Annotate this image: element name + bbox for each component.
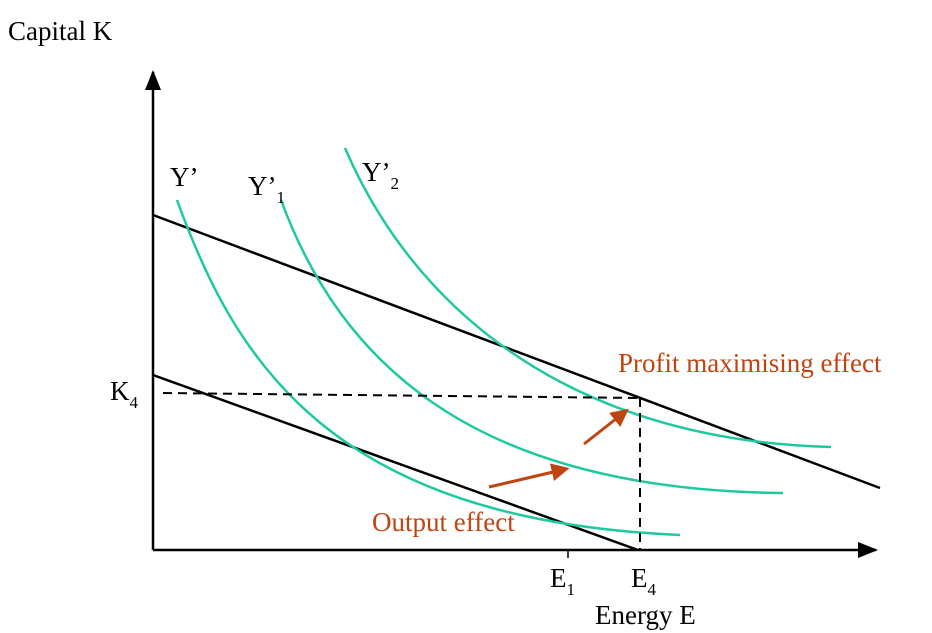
output-effect-label: Output effect — [372, 507, 515, 537]
profit-effect-arrow — [583, 408, 629, 446]
profit-effect-label: Profit maximising effect — [618, 348, 882, 378]
e1-tick-label: E1 — [550, 563, 575, 599]
isocost-line-lower — [152, 373, 639, 552]
isoquant-y — [175, 199, 681, 537]
output-effect-arrow — [488, 463, 570, 489]
curve-label-y: Y’ — [170, 162, 199, 192]
isoquant-y2 — [343, 147, 832, 449]
k4-tick-label: K4 — [110, 376, 139, 412]
k4-guide-line — [162, 392, 641, 399]
x-axis-label: Energy E — [595, 600, 696, 630]
e4-tick-label: E4 — [631, 563, 657, 599]
curve-label-y2: Y’2 — [362, 157, 399, 193]
curve-label-y1: Y’1 — [248, 171, 285, 207]
y-axis-label: Capital K — [8, 16, 113, 46]
isoquant-y1 — [279, 199, 784, 495]
